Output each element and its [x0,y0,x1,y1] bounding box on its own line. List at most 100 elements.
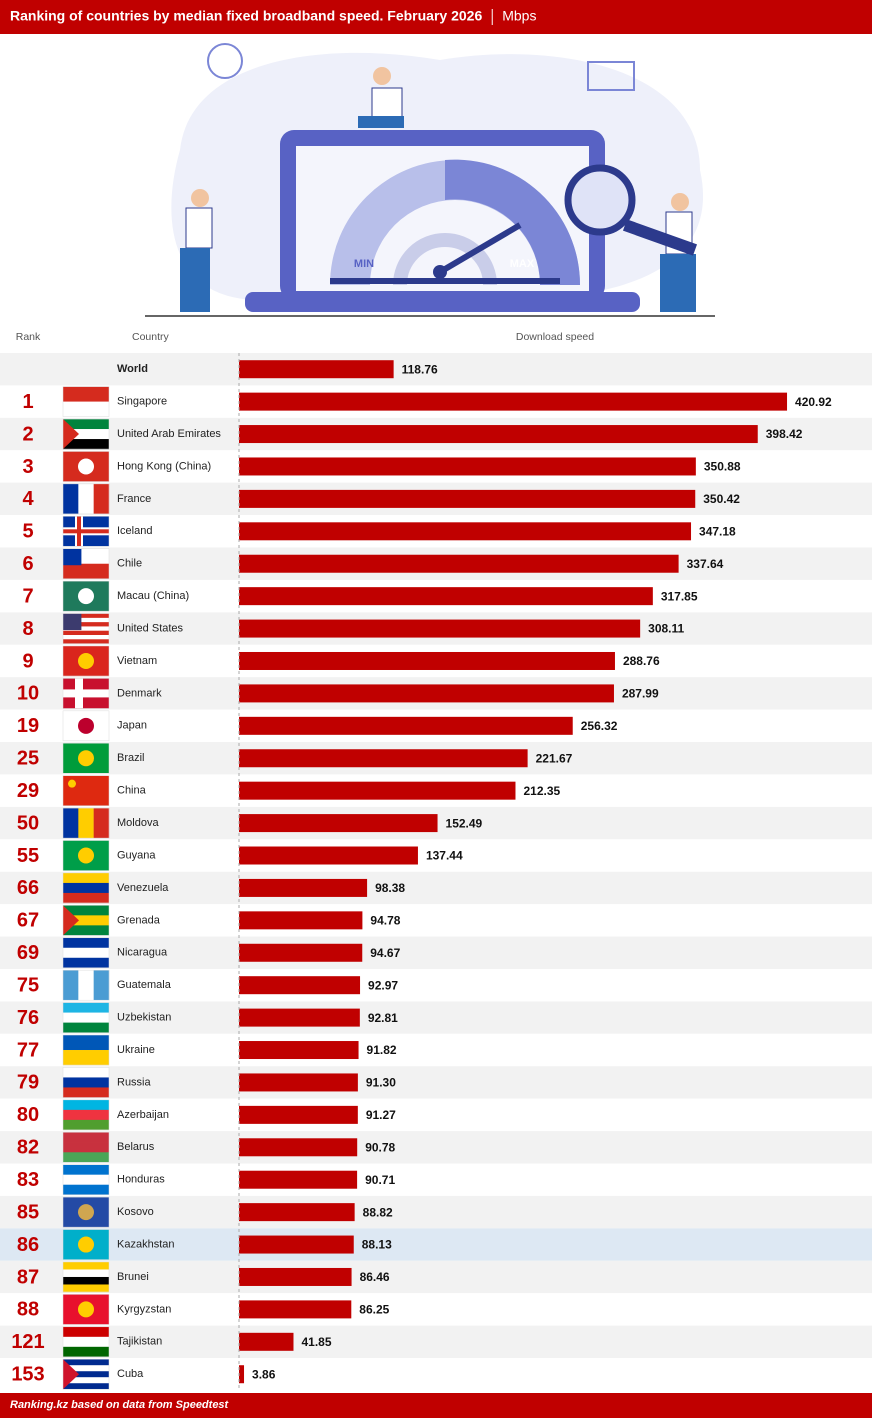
flag-part [63,1087,109,1098]
rank: 8 [22,618,33,640]
flag-part [63,1184,109,1195]
flag-part [63,1269,109,1278]
country-label: United Arab Emirates [117,428,221,440]
flag-part [93,808,110,839]
bar [239,1138,358,1157]
rank: 79 [17,1072,39,1094]
flag [62,1358,110,1390]
rank: 76 [17,1007,39,1029]
flag [62,937,110,969]
row-background [0,1228,872,1261]
value-label: 398.42 [766,427,803,441]
flag-border [62,840,110,871]
country-label: Brunei [117,1271,149,1283]
flag [62,645,110,677]
flag-part [78,1204,94,1221]
value-label: 317.85 [661,589,698,603]
rank: 3 [22,456,33,478]
rank: 75 [17,974,39,996]
illustration: MIN MAX [145,43,715,317]
row-background [0,1325,872,1359]
flag-part [63,386,109,402]
row-background [0,871,872,905]
flag-part [78,1301,94,1318]
country-label: France [117,493,151,505]
flag-part [63,1012,109,1023]
flag-part [63,1164,109,1175]
value-label: 92.97 [368,978,398,992]
flag-border [62,775,110,806]
country-label: Kyrgyzstan [117,1303,171,1315]
country-label: Grenada [117,914,161,926]
value-label: 90.78 [365,1140,395,1154]
row-background [0,1033,872,1067]
value-label: 256.32 [581,719,618,733]
bar [239,1235,354,1254]
bar [239,1332,294,1351]
flag [62,580,110,612]
flag-border [62,645,110,677]
column-header: Country [132,331,170,343]
flag [62,548,110,579]
country-label: Kazakhstan [117,1238,174,1250]
bar [239,1041,359,1060]
country-label: Brazil [117,752,145,764]
country-label: Nicaragua [117,947,168,959]
flag-part [63,613,109,619]
flag-part [63,419,79,450]
flag-border [62,1034,110,1066]
country-label: Hong Kong (China) [117,460,211,472]
bar [239,781,516,800]
rank: 9 [22,650,33,672]
flag-part [63,1377,109,1384]
country-label: Singapore [117,396,167,408]
rank: 7 [22,585,33,607]
country-label: Honduras [117,1174,165,1186]
country-label: Japan [117,720,147,732]
rank: 88 [17,1299,39,1321]
flag-part [78,458,94,475]
flag-part [78,847,94,864]
flag-part [68,779,76,788]
country-label: Guatemala [117,979,172,991]
flag-part [63,937,109,948]
value-label: 337.64 [687,557,724,571]
value-label: 347.18 [699,524,736,538]
rows: World 118.76 1 Singapore 420.92 2 United Arab … [0,353,872,1391]
flag-part [63,613,82,631]
bar [239,619,641,638]
flag-part [63,617,109,623]
value-label: 420.92 [795,395,832,409]
flag-border [62,1294,110,1325]
country-label: Belarus [117,1141,155,1153]
flag [62,418,110,450]
flag-border [62,418,110,450]
flag-part [63,1022,109,1033]
rank: 67 [17,910,39,932]
bar [239,1170,358,1189]
column-header: Download speed [516,331,594,343]
bar [239,457,696,476]
flag-part [63,892,109,904]
rank: 66 [17,877,39,899]
country-label: Cuba [117,1368,144,1380]
rank: 19 [17,715,39,737]
value-label: 88.82 [363,1205,393,1219]
value-label: 221.67 [536,751,573,765]
flag-border [62,1326,110,1358]
flag-part [63,947,109,958]
flag-border [62,1358,110,1390]
row-background [0,1163,872,1196]
flag-border [62,1196,110,1228]
flag [62,807,110,839]
rank: 83 [17,1169,39,1191]
flag-part [78,750,94,767]
flag-part [63,1174,109,1185]
flag-part [63,529,109,534]
value-label: 350.42 [703,492,740,506]
flag-border [62,580,110,612]
row-background [0,1195,872,1229]
bar [239,1365,245,1384]
flag-border [62,613,110,644]
flag-border [62,1067,110,1098]
